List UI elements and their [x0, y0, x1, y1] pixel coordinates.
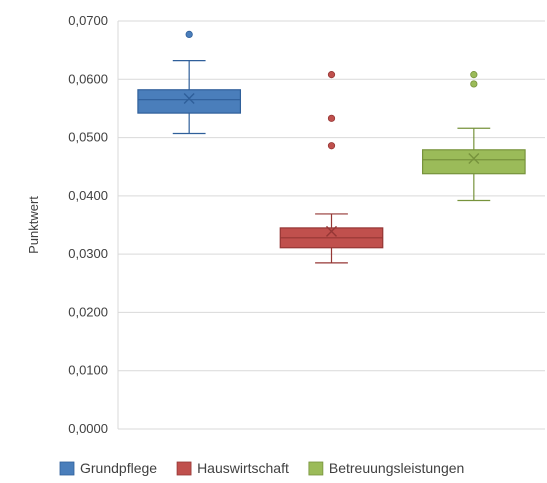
box-iqr: [421, 149, 526, 175]
legend-label: Betreuungsleistungen: [329, 460, 464, 476]
box-iqr: [137, 89, 242, 114]
y-axis: 0,0000 0,0100 0,0200 0,0300 0,0400 0,0500 0,06…: [68, 13, 119, 436]
outlier-point: [470, 80, 478, 88]
legend-label: Hauswirtschaft: [197, 460, 289, 476]
legend-label: Grundpflege: [80, 460, 157, 476]
legend: Grundpflege Hauswirtschaft Betreuungsleist…: [59, 460, 464, 476]
y-axis-title: Punktwert: [26, 196, 41, 254]
legend-swatch: [176, 461, 192, 476]
mean-marker: [326, 225, 337, 237]
outlier-point: [327, 114, 336, 122]
y-tick-label: 0,0000: [68, 421, 108, 436]
legend-item: Grundpflege: [59, 460, 157, 476]
outlier-point: [185, 30, 193, 39]
box-grundpflege: [137, 30, 242, 135]
y-tick-label: 0,0500: [68, 130, 108, 145]
outlier-point: [327, 142, 336, 150]
box-betreuungsleistungen: [421, 71, 526, 202]
box-hauswirtschaft: [279, 71, 384, 264]
legend-swatch: [308, 461, 324, 476]
mean-marker: [183, 93, 195, 105]
outlier-point: [470, 71, 478, 79]
y-tick-label: 0,0300: [68, 246, 108, 261]
legend-item: Betreuungsleistungen: [308, 460, 464, 476]
y-tick-label: 0,0200: [68, 304, 108, 319]
box-series: [137, 30, 526, 264]
y-tick-label: 0,0600: [68, 71, 108, 86]
legend-item: Hauswirtschaft: [176, 460, 289, 476]
y-tick-label: 0,0400: [68, 188, 108, 203]
y-tick-label: 0,0100: [68, 363, 108, 378]
legend-swatch: [59, 461, 75, 476]
y-tick-label: 0,0700: [68, 13, 108, 28]
outlier-point: [327, 71, 336, 79]
mean-marker: [468, 153, 480, 165]
